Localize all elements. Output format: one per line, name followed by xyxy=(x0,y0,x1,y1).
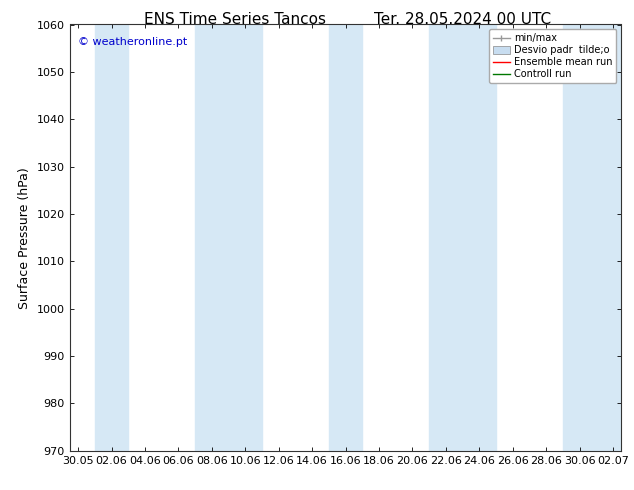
Text: ENS Time Series Tancos: ENS Time Series Tancos xyxy=(143,12,326,27)
Bar xyxy=(563,24,630,451)
Text: © weatheronline.pt: © weatheronline.pt xyxy=(78,37,187,48)
Bar xyxy=(195,24,262,451)
Legend: min/max, Desvio padr  tilde;o, Ensemble mean run, Controll run: min/max, Desvio padr tilde;o, Ensemble m… xyxy=(489,29,616,83)
Y-axis label: Surface Pressure (hPa): Surface Pressure (hPa) xyxy=(18,167,31,309)
Bar xyxy=(429,24,496,451)
Text: Ter. 28.05.2024 00 UTC: Ter. 28.05.2024 00 UTC xyxy=(374,12,552,27)
Bar xyxy=(95,24,128,451)
Bar xyxy=(329,24,362,451)
